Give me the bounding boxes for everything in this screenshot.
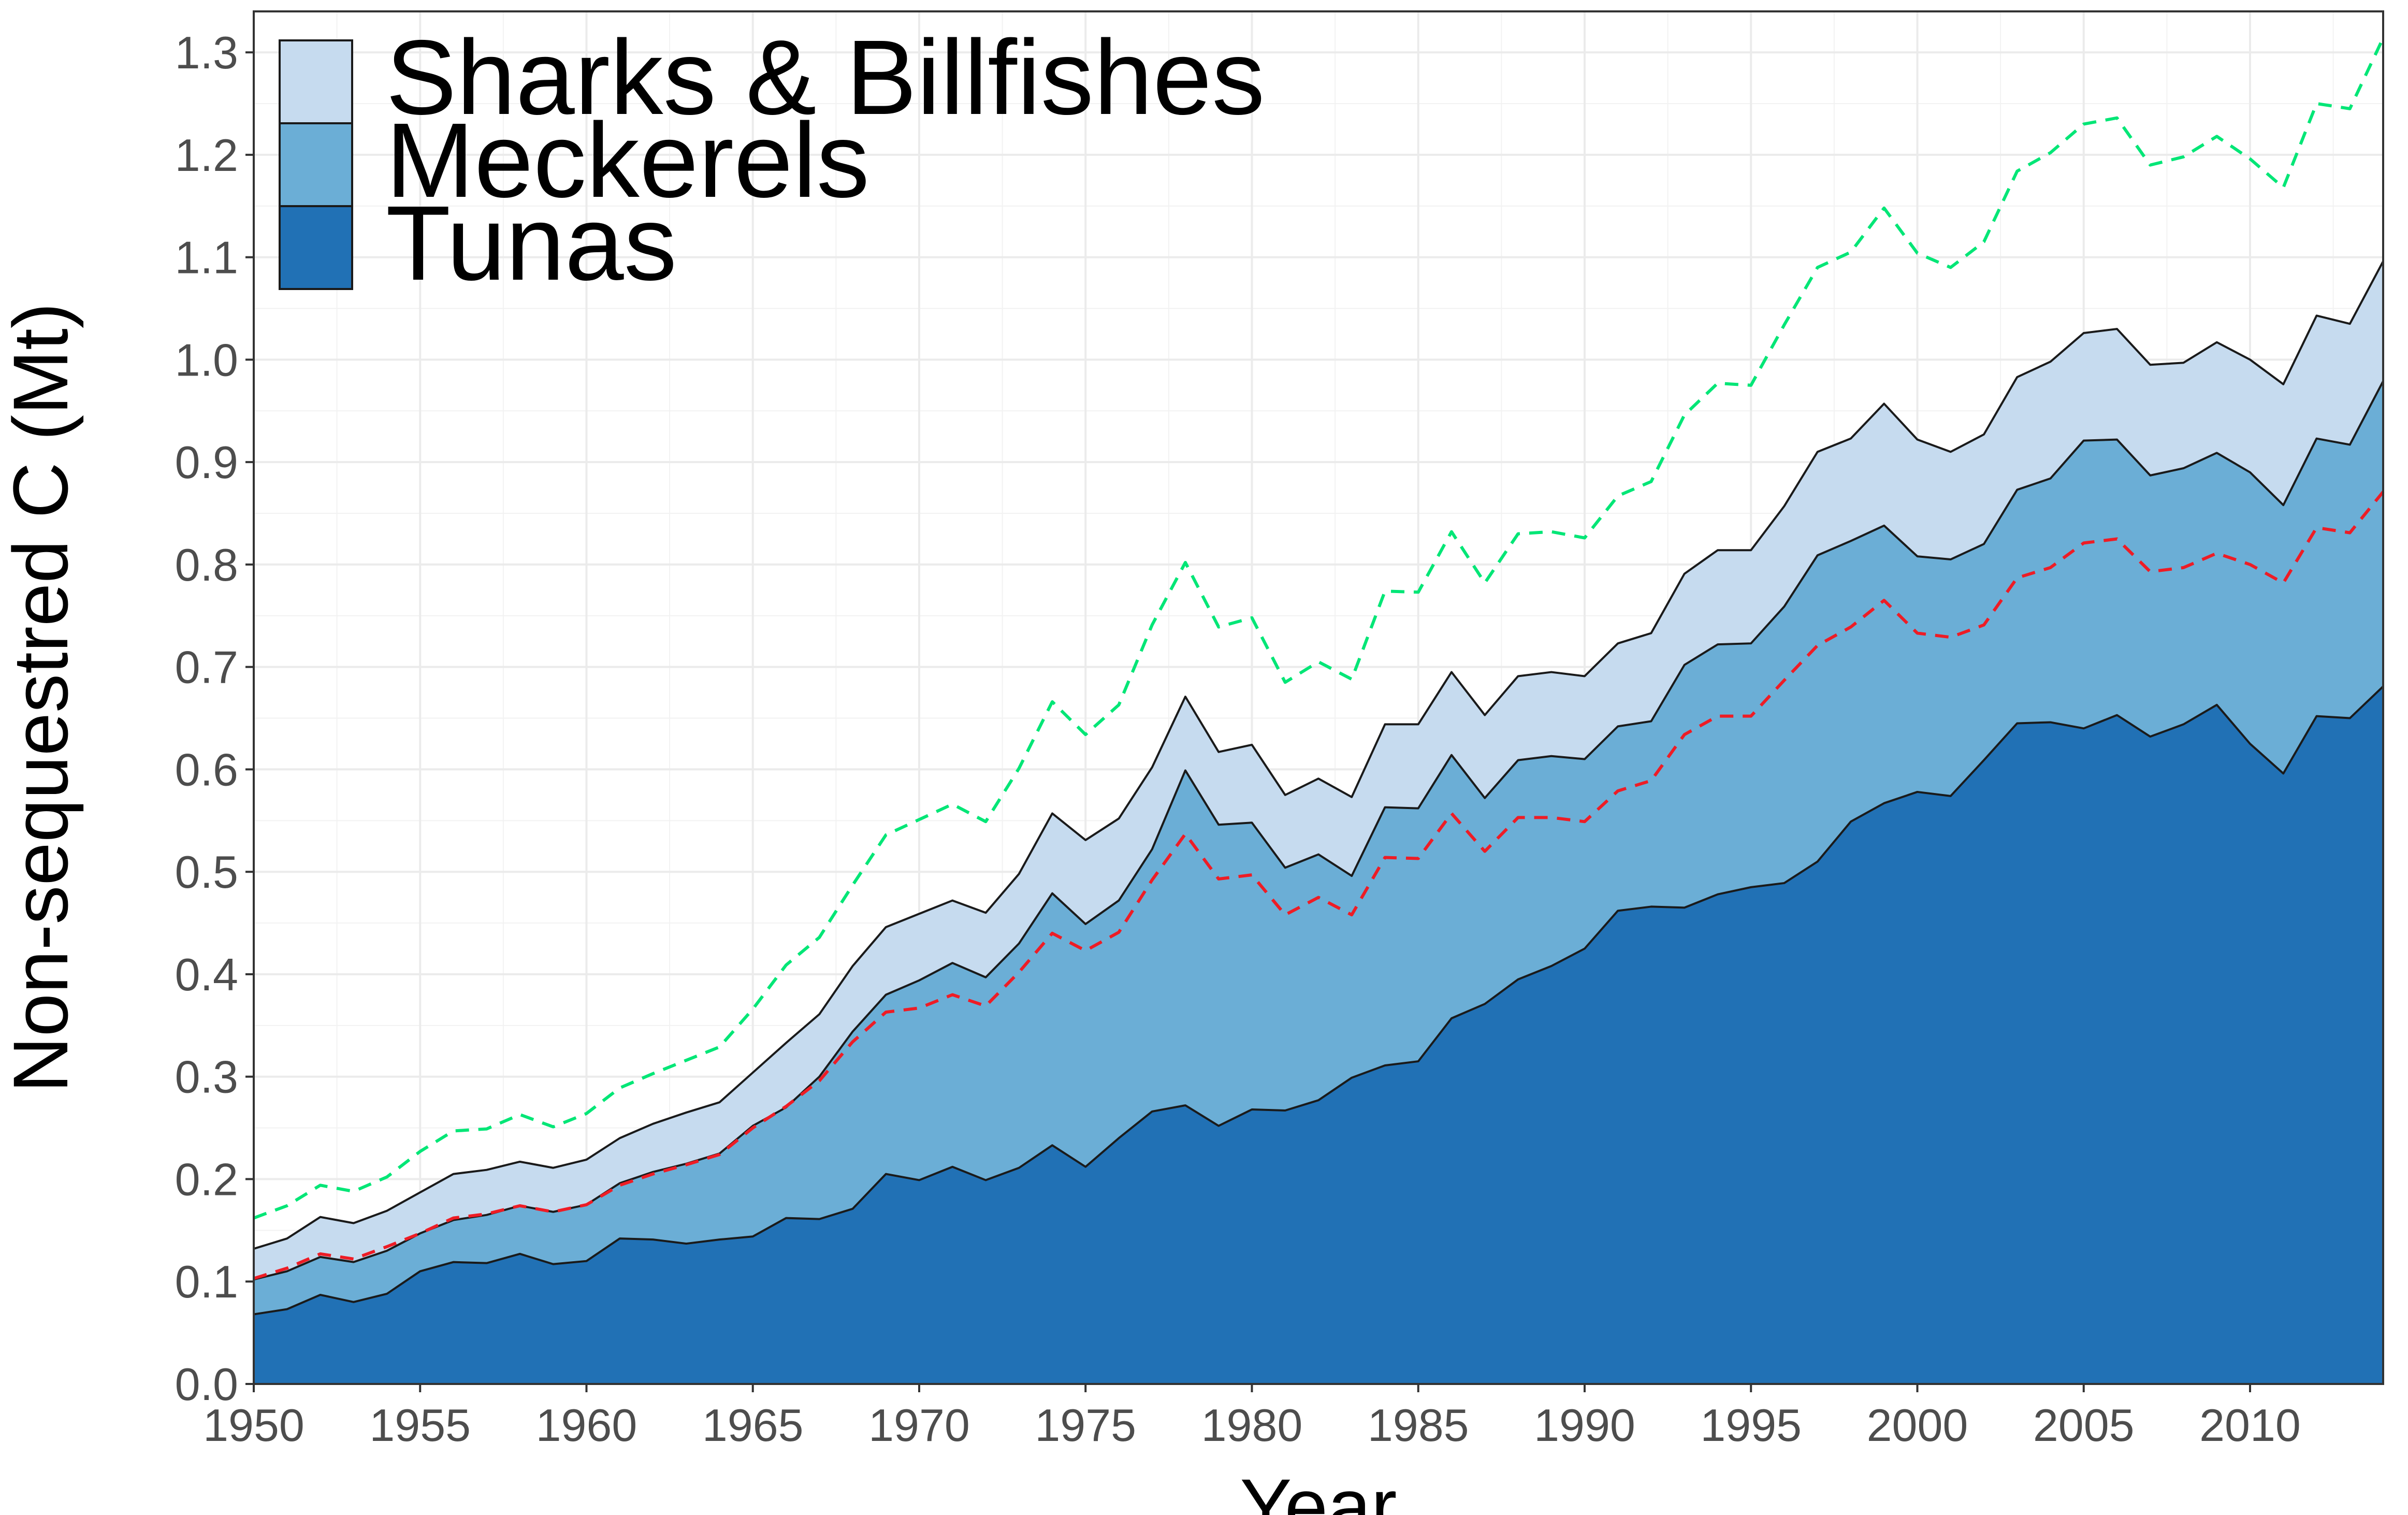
- y-tick-label: 0.2: [175, 1153, 238, 1205]
- legend-key-meckerels: [279, 122, 353, 207]
- y-tick-label: 0.6: [175, 744, 238, 795]
- x-axis-title: Year: [1240, 1463, 1397, 1515]
- y-axis: 0.0 0.1 0.2 0.3 0.4 0.5 0.6 0.7 0.8 0.9 1.0 1.1 1.2 1…: [175, 27, 254, 1410]
- x-tick-label: 1995: [1700, 1399, 1802, 1451]
- y-tick-label: 0.5: [175, 846, 238, 898]
- x-tick-label: 1980: [1201, 1399, 1303, 1451]
- area-sharks-billfishes: [254, 261, 2383, 1280]
- outline-tunas: [253, 685, 2384, 1316]
- legend-key-sharks-billfishes: [279, 39, 353, 124]
- legend-label-sharks-billfishes: Sharks & Billfishes: [386, 18, 1265, 137]
- y-tick-label: 0.9: [175, 437, 238, 488]
- x-tick-label: 1965: [702, 1399, 804, 1451]
- y-axis-title: Non-sequestred C (Mt): [0, 302, 84, 1093]
- dashed-line-1: [253, 37, 2385, 1220]
- dashed-lines: [253, 37, 2385, 1280]
- y-tick-label: 1.1: [175, 232, 238, 283]
- x-tick-label: 2005: [2033, 1399, 2135, 1451]
- panel-border: [253, 10, 2384, 1385]
- x-tick-label: 1990: [1534, 1399, 1635, 1451]
- x-axis: 1950 1955 1960 1965 1970 1975 1980 1985 1990 1995…: [203, 1384, 2301, 1451]
- outline-sharks-billfishes: [253, 261, 2384, 1250]
- x-tick-label: 1970: [868, 1399, 970, 1451]
- x-tick-label: 2000: [1867, 1399, 1968, 1451]
- y-tick-label: 0.1: [175, 1256, 238, 1307]
- y-tick-label: 0.3: [175, 1051, 238, 1103]
- y-tick-label: 1.2: [175, 129, 238, 181]
- dashed-line-2: [253, 490, 2385, 1280]
- x-tick-label: 1955: [369, 1399, 471, 1451]
- legend-key-tunas: [279, 205, 353, 290]
- x-tick-label: 1950: [203, 1399, 304, 1451]
- y-tick-label: 1.0: [175, 334, 238, 385]
- y-tick-label: 0.8: [175, 539, 238, 590]
- y-tick-label: 0.7: [175, 642, 238, 693]
- stacked-areas: [254, 261, 2383, 1384]
- x-tick-label: 2010: [2199, 1399, 2301, 1451]
- x-tick-label: 1985: [1368, 1399, 1469, 1451]
- area-meckerels: [254, 381, 2383, 1315]
- y-tick-label: 0.0: [175, 1359, 238, 1410]
- legend-label-meckerels: Meckerels: [386, 101, 869, 220]
- x-tick-label: 1975: [1035, 1399, 1136, 1451]
- area-tunas: [254, 686, 2383, 1384]
- y-tick-label: 0.4: [175, 949, 238, 1000]
- y-tick-label: 1.3: [175, 27, 238, 78]
- x-tick-label: 1960: [536, 1399, 637, 1451]
- legend-label-tunas: Tunas: [386, 184, 677, 302]
